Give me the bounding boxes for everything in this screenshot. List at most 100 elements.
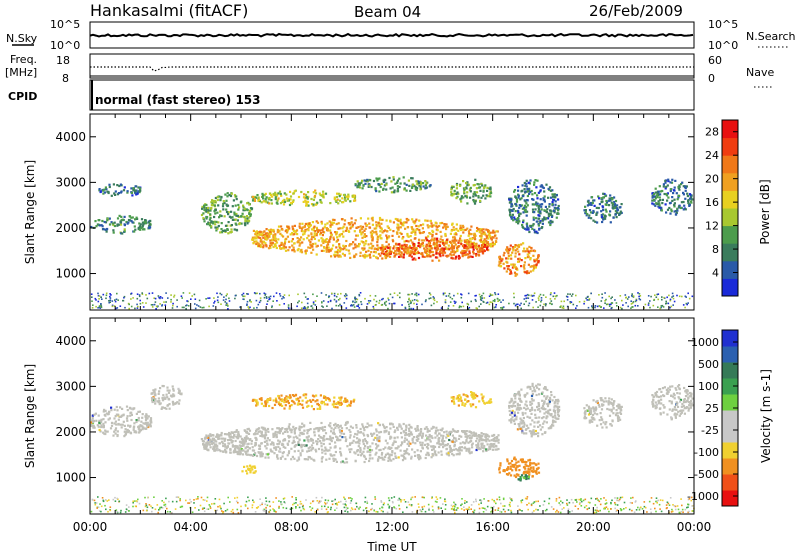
power-echo-pixel <box>349 222 352 225</box>
power-noise-pixel <box>614 299 616 301</box>
vel-echo-pixel <box>127 429 130 433</box>
power-noise-pixel <box>562 307 565 309</box>
power-echo-pixel <box>333 198 336 201</box>
power-echo-pixel <box>436 229 439 232</box>
vel-echo-pixel <box>419 430 423 433</box>
power-noise-pixel <box>378 299 381 302</box>
power-echo-pixel <box>690 194 693 197</box>
vel-echo-region <box>200 420 500 464</box>
power-echo-pixel <box>343 219 347 222</box>
power-echo-pixel <box>222 202 225 205</box>
power-echo-pixel <box>419 232 422 235</box>
vel-noise-pixel <box>293 502 296 505</box>
power-echo-pixel <box>269 230 272 234</box>
vel-noise-pixel <box>157 511 159 514</box>
power-echo-pixel <box>249 209 252 212</box>
vel-echo-pixel <box>102 418 105 421</box>
power-noise-pixel <box>591 306 594 309</box>
vel-noise-pixel <box>351 498 353 500</box>
power-noise-pixel <box>257 303 260 306</box>
power-echo-pixel <box>425 237 428 240</box>
power-noise-pixel <box>306 302 309 305</box>
power-echo-pixel <box>450 191 453 194</box>
power-echo-pixel <box>324 223 327 226</box>
vel-noise-pixel <box>198 509 200 511</box>
power-echo-pixel <box>680 201 683 204</box>
vel-noise-pixel <box>245 500 248 503</box>
power-echo-pixel <box>337 202 340 205</box>
power-echo-pixel <box>123 223 126 226</box>
power-echo-pixel <box>322 227 325 230</box>
vel-noise-pixel <box>478 507 481 510</box>
power-noise-pixel <box>428 292 431 294</box>
power-echo-pixel <box>588 209 592 212</box>
vel-noise-pixel <box>220 507 222 510</box>
power-echo-pixel <box>522 221 525 224</box>
power-noise-pixel <box>373 298 375 301</box>
power-echo-pixel <box>522 242 525 245</box>
power-echo-pixel <box>397 224 400 227</box>
vel-noise-pixel <box>158 509 160 511</box>
vel-noise-pixel <box>655 497 658 499</box>
vel-echo-pixel <box>325 437 329 441</box>
power-echo-pixel <box>381 231 384 234</box>
vel-noise-pixel <box>556 509 558 512</box>
power-echo-pixel <box>486 241 489 244</box>
vel-echo-pixel <box>232 451 235 454</box>
power-echo-pixel <box>231 216 234 219</box>
power-echo-pixel <box>320 249 323 252</box>
power-echo-pixel <box>217 224 220 228</box>
power-echo-pixel <box>221 231 224 234</box>
power-noise-pixel <box>428 297 430 300</box>
power-echo-pixel <box>313 232 316 235</box>
power-noise-pixel <box>653 299 655 301</box>
vel-echo-pixel <box>176 401 179 404</box>
power-echo-pixel <box>134 192 137 195</box>
vel-noise-pixel <box>344 510 346 512</box>
power-echo-pixel <box>525 206 528 209</box>
vel-echo-pixel <box>290 431 293 434</box>
power-echo-pixel <box>678 188 681 191</box>
power-noise-pixel <box>355 297 357 300</box>
vel-noise-pixel <box>616 499 618 501</box>
power-noise-pixel <box>354 301 356 304</box>
power-echo-pixel <box>374 251 377 254</box>
power-echo-pixel <box>268 233 271 236</box>
power-echo-pixel <box>221 205 225 208</box>
vel-echo-pixel <box>468 452 471 455</box>
power-echo-pixel <box>365 179 368 182</box>
power-noise-pixel <box>288 294 290 297</box>
power-echo-pixel <box>669 181 672 184</box>
vel-noise-pixel <box>185 499 187 502</box>
vel-noise-pixel <box>498 496 501 498</box>
power-noise-pixel <box>494 306 497 308</box>
power-echo-pixel <box>112 229 115 232</box>
power-echo-pixel <box>445 242 448 245</box>
power-echo-pixel <box>485 243 489 247</box>
power-echo-pixel <box>452 247 455 250</box>
power-echo-pixel <box>135 216 138 219</box>
nsky-label: N.Sky <box>6 32 38 45</box>
power-echo-pixel <box>280 194 283 197</box>
power-echo-pixel <box>116 223 119 226</box>
vel-noise-pixel <box>191 511 194 513</box>
power-noise-pixel <box>136 307 139 309</box>
power-echo-pixel <box>221 229 224 232</box>
power-echo-pixel <box>376 235 379 238</box>
power-echo-pixel <box>404 250 407 253</box>
power-echo-pixel <box>528 252 531 255</box>
power-noise-pixel <box>481 294 483 297</box>
power-noise-pixel <box>225 304 227 306</box>
power-noise-pixel <box>569 302 572 304</box>
power-echo-pixel <box>600 210 603 213</box>
power-noise-pixel <box>413 299 416 301</box>
power-echo-pixel <box>661 189 664 193</box>
power-echo-pixel <box>657 200 660 203</box>
vel-noise-pixel <box>423 496 425 499</box>
vel-noise-pixel <box>321 496 323 499</box>
vel-noise-pixel <box>275 497 277 499</box>
power-echo-pixel <box>210 226 213 229</box>
vel-noise-pixel <box>309 502 312 505</box>
power-echo-pixel <box>451 222 454 225</box>
power-noise-pixel <box>478 305 480 308</box>
